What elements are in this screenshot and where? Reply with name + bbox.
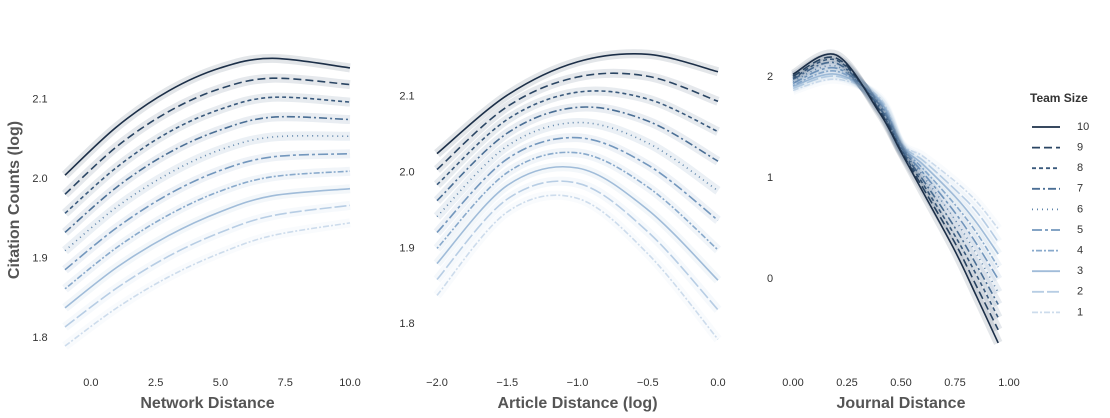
series-line — [64, 204, 351, 328]
series-line — [436, 72, 719, 171]
x-tick-label: 0.00 — [782, 377, 803, 389]
legend-label: 2 — [1077, 286, 1083, 298]
x-tick-label: 0.75 — [944, 377, 965, 389]
y-axis-title: Citation Counts (log) — [6, 121, 23, 279]
y-tick-label: 1.8 — [32, 332, 47, 344]
legend-label: 7 — [1077, 183, 1083, 195]
y-tick-label: 2.1 — [32, 94, 47, 106]
series-line — [64, 77, 351, 195]
y-tick-label: 2.0 — [32, 173, 47, 185]
legend-label: 5 — [1077, 224, 1083, 236]
x-axis-title: Network Distance — [140, 395, 274, 412]
y-tick-label: 1.9 — [399, 242, 414, 254]
series-line — [64, 96, 351, 214]
x-tick-label: −1.0 — [567, 377, 589, 389]
x-tick-label: 0.50 — [890, 377, 911, 389]
series-line — [64, 222, 351, 347]
series-line — [436, 151, 719, 251]
x-axis-title: Article Distance (log) — [497, 395, 657, 412]
series-line — [792, 78, 999, 230]
legend-label: 4 — [1077, 245, 1083, 257]
legend-label: 3 — [1077, 265, 1083, 277]
y-tick-label: 0 — [767, 273, 773, 285]
x-tick-label: 0.0 — [83, 377, 98, 389]
y-tick-label: 2.1 — [399, 91, 414, 103]
legend-label: 1 — [1077, 306, 1083, 318]
y-tick-label: 1.9 — [32, 253, 47, 265]
series-line — [436, 194, 719, 340]
series-line — [64, 115, 351, 233]
legend-label: 8 — [1077, 162, 1083, 174]
series-line — [792, 61, 999, 305]
series-line — [792, 53, 999, 344]
y-tick-label: 1 — [767, 172, 773, 184]
series-line — [436, 52, 719, 155]
series-line — [436, 90, 719, 186]
x-tick-label: −1.5 — [496, 377, 518, 389]
series-line — [64, 187, 351, 309]
x-tick-label: 0.0 — [710, 377, 725, 389]
series-line — [792, 58, 999, 319]
x-tick-label: −0.5 — [637, 377, 659, 389]
x-axis-title: Journal Distance — [837, 395, 966, 412]
series-line — [436, 165, 719, 281]
y-tick-label: 2 — [767, 71, 773, 83]
series-line — [792, 70, 999, 268]
x-tick-label: −2.0 — [426, 377, 448, 389]
series-line — [64, 170, 351, 290]
series-line — [792, 66, 999, 280]
series-line — [436, 180, 719, 311]
x-tick-label: 0.25 — [836, 377, 857, 389]
legend-label: 6 — [1077, 203, 1083, 215]
x-tick-label: 5.0 — [213, 377, 228, 389]
series-line — [792, 75, 999, 243]
confidence-band — [62, 131, 351, 255]
confidence-band — [433, 118, 721, 220]
legend-label: 9 — [1077, 142, 1083, 154]
x-tick-label: 7.5 — [278, 377, 293, 389]
legend-label: 10 — [1077, 121, 1089, 133]
series-line — [792, 73, 999, 255]
series-line — [436, 106, 719, 202]
x-tick-label: 10.0 — [339, 377, 360, 389]
x-tick-label: 1.00 — [998, 377, 1019, 389]
series-line — [792, 64, 999, 293]
series-line — [792, 56, 999, 331]
legend-title: Team Size — [1030, 91, 1088, 105]
series-line — [64, 57, 351, 176]
x-tick-label: 2.5 — [148, 377, 163, 389]
series-line — [64, 152, 351, 271]
y-tick-label: 2.0 — [399, 166, 414, 178]
y-tick-label: 1.8 — [399, 318, 414, 330]
series-line — [436, 136, 719, 234]
